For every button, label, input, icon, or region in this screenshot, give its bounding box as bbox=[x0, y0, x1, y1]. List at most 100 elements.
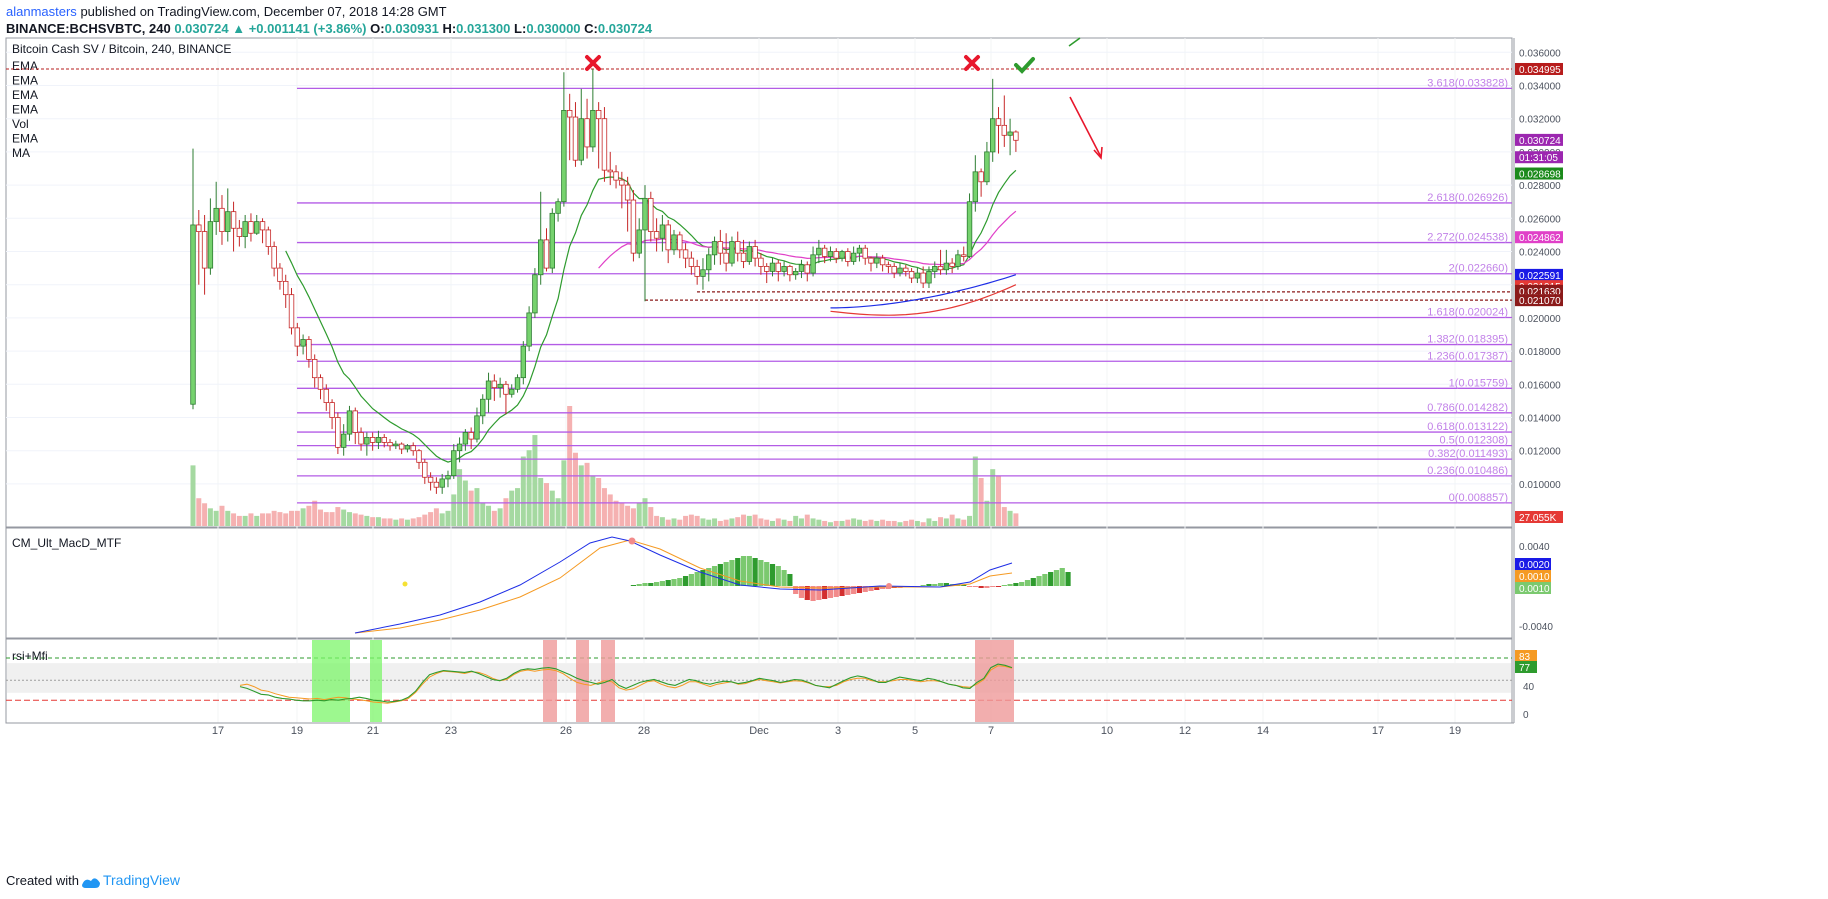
candle-body bbox=[485, 380, 492, 400]
volume-bar bbox=[909, 519, 915, 526]
candle-body bbox=[856, 247, 863, 254]
volume-bar bbox=[961, 519, 967, 526]
legend-item: EMA bbox=[12, 132, 38, 146]
macd-histogram-bar bbox=[862, 586, 868, 592]
volume-bar bbox=[694, 515, 700, 526]
red-arrow-head bbox=[1093, 146, 1103, 160]
volume-bar bbox=[839, 520, 845, 526]
candle-body bbox=[607, 169, 613, 173]
candle-body bbox=[259, 221, 266, 231]
price-tag-label: 0.022591 bbox=[1519, 271, 1561, 282]
candle-body bbox=[862, 247, 868, 259]
low-label: L: bbox=[514, 21, 527, 36]
candle-body bbox=[439, 478, 445, 488]
macd-histogram-bar bbox=[943, 583, 949, 586]
macd-histogram-bar bbox=[804, 586, 810, 600]
volume-bar bbox=[410, 518, 416, 526]
candle-body bbox=[955, 254, 961, 267]
volume-bar bbox=[503, 498, 509, 526]
fib-label: 2.272(0.024538) bbox=[1427, 232, 1508, 244]
candle-body bbox=[897, 267, 903, 274]
mfi-line bbox=[239, 665, 1013, 704]
volume-bar bbox=[590, 475, 596, 526]
candle-body bbox=[277, 267, 283, 282]
volume-bar bbox=[457, 469, 463, 526]
candle-body bbox=[735, 241, 741, 254]
macd-histogram-bar bbox=[630, 585, 637, 586]
macd-histogram-bar bbox=[972, 586, 978, 587]
candle-body bbox=[230, 211, 237, 229]
volume-bar bbox=[393, 519, 399, 526]
macd-tag bbox=[1515, 582, 1551, 594]
macd-tag bbox=[1515, 558, 1551, 570]
candle-body bbox=[949, 262, 955, 267]
rsi-oversold-zone bbox=[312, 640, 350, 722]
candle-body bbox=[520, 345, 527, 379]
x-tick-label: 17 bbox=[1372, 725, 1384, 737]
volume-bar bbox=[202, 503, 208, 526]
candle-body bbox=[781, 266, 787, 272]
fib-label: 0.236(0.010486) bbox=[1427, 465, 1508, 477]
volume-bar bbox=[949, 514, 955, 526]
volume-bar bbox=[312, 500, 318, 526]
rsi-tag-label: 83 bbox=[1519, 652, 1531, 663]
volume-bar bbox=[497, 508, 503, 526]
volume-bar bbox=[880, 519, 886, 526]
low-value: 0.030000 bbox=[526, 21, 581, 36]
candle-body bbox=[636, 229, 642, 254]
author-link[interactable]: alanmasters bbox=[6, 4, 77, 19]
volume-bar bbox=[404, 519, 410, 526]
volume-bar bbox=[445, 510, 451, 526]
price-tag bbox=[1515, 151, 1563, 164]
volume-bar bbox=[213, 510, 219, 526]
y-tick-label: 0.020000 bbox=[1519, 314, 1561, 325]
y-tick-label: 0.036000 bbox=[1519, 48, 1561, 59]
candle-body bbox=[561, 110, 567, 203]
y-tick-label: 0.024000 bbox=[1519, 248, 1561, 259]
candle-body bbox=[433, 481, 440, 488]
brand-link[interactable]: TradingView bbox=[102, 872, 181, 888]
x-tick-label: 14 bbox=[1257, 725, 1269, 737]
volume-bar bbox=[248, 513, 254, 526]
volume-bar bbox=[642, 498, 648, 526]
volume-bar bbox=[474, 488, 480, 526]
fib-label: 2.618(0.026926) bbox=[1427, 192, 1508, 204]
candle-body bbox=[874, 257, 880, 264]
candle-body bbox=[468, 432, 474, 440]
candle-body bbox=[758, 257, 764, 267]
y-tick-label: 0.034000 bbox=[1519, 82, 1561, 93]
volume-bar bbox=[654, 515, 660, 526]
volume-bar bbox=[851, 518, 857, 526]
volume-bar bbox=[613, 500, 619, 526]
volume-bar bbox=[781, 519, 787, 526]
high-value: 0.031300 bbox=[456, 21, 511, 36]
candle-body bbox=[775, 262, 781, 272]
macd-histogram-bar bbox=[752, 558, 758, 586]
volume-bar bbox=[207, 508, 213, 526]
candle-body bbox=[804, 264, 810, 274]
macd-cross-dot bbox=[628, 537, 636, 545]
x-tick-label: 21 bbox=[367, 725, 379, 737]
macd-histogram-bar bbox=[682, 576, 689, 586]
candle-body bbox=[926, 271, 932, 284]
x-tick-label: 3 bbox=[835, 725, 841, 737]
volume-bar bbox=[561, 460, 567, 526]
symbol-label: BINANCE:BCHSVBTC, 240 bbox=[6, 21, 171, 36]
candle-body bbox=[566, 110, 573, 118]
macd-histogram-bar bbox=[833, 586, 839, 597]
candle-body bbox=[572, 116, 579, 161]
candle-body bbox=[752, 246, 758, 259]
volume-bar bbox=[758, 518, 764, 526]
candle-body bbox=[381, 437, 387, 443]
candle-body bbox=[653, 231, 660, 239]
volume-bar bbox=[764, 519, 770, 526]
y-tick-label: 0.028000 bbox=[1519, 181, 1561, 192]
candle-body bbox=[590, 110, 596, 148]
candle-body bbox=[810, 254, 816, 274]
candle-body bbox=[207, 221, 214, 269]
macd-histogram-bar bbox=[764, 562, 770, 586]
macd-histogram-bar bbox=[787, 574, 793, 586]
volume-bar bbox=[648, 507, 654, 526]
volume-bar bbox=[416, 517, 422, 526]
